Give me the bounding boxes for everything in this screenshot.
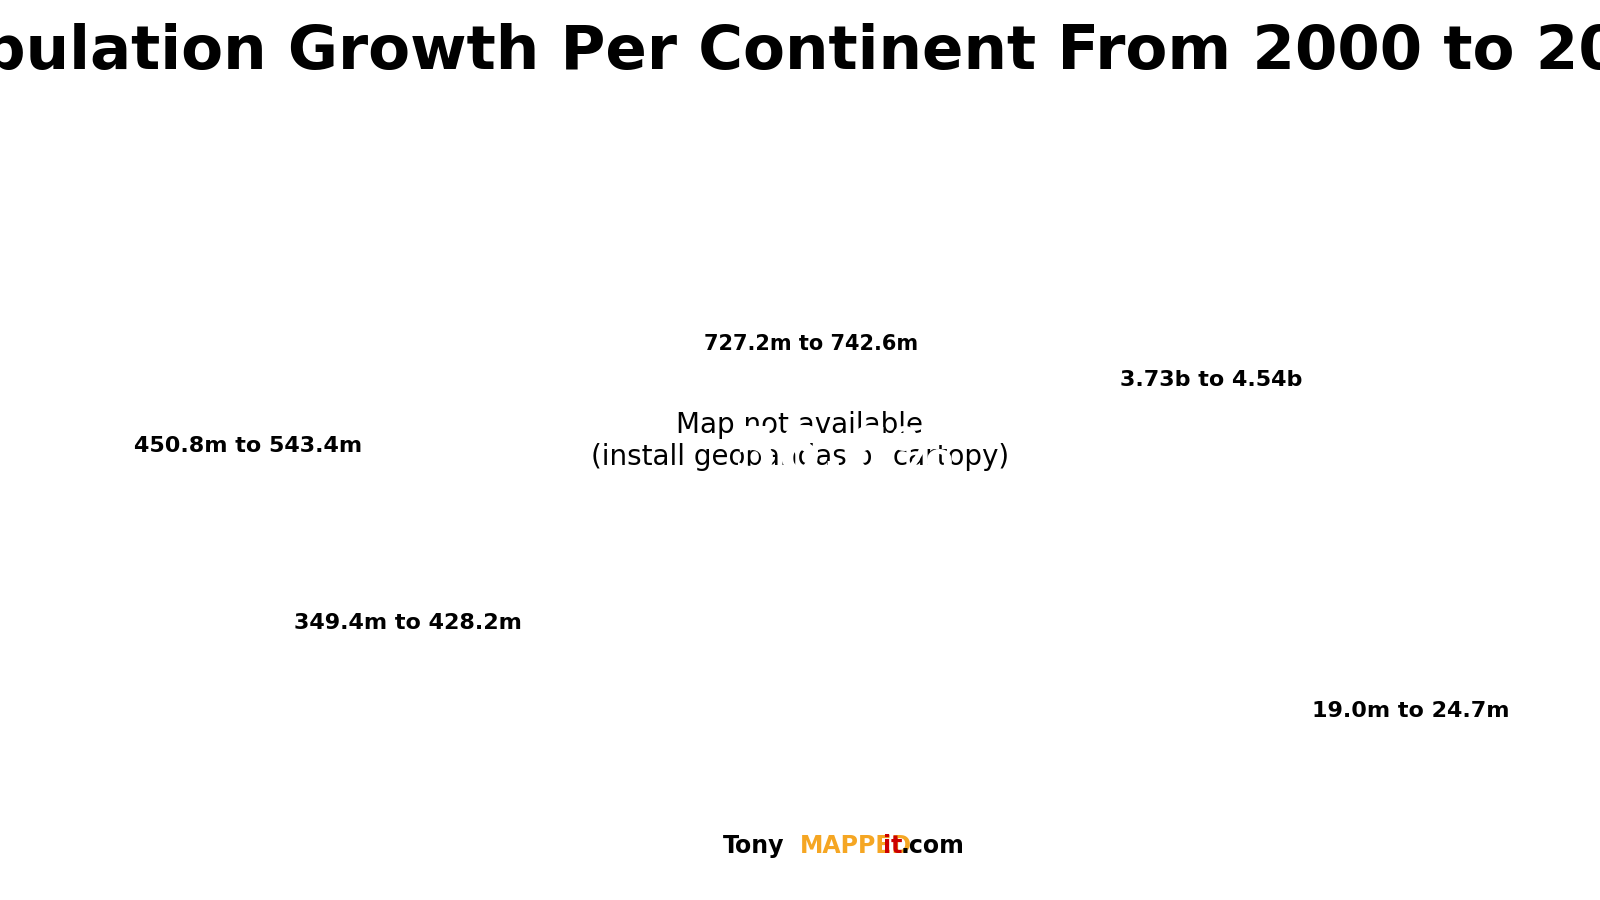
Text: 19.0m to 24.7m: 19.0m to 24.7m bbox=[1312, 701, 1510, 721]
Text: 2.1%: 2.1% bbox=[747, 279, 875, 324]
Text: 3.73b to 4.54b: 3.73b to 4.54b bbox=[1120, 370, 1302, 390]
Text: Map not available
(install geopandas or cartopy): Map not available (install geopandas or … bbox=[590, 410, 1010, 472]
Text: 450.8m to 543.4m: 450.8m to 543.4m bbox=[134, 436, 362, 455]
Text: 20.5%: 20.5% bbox=[157, 374, 339, 427]
Text: 817.5m to 1.28 b: 817.5m to 1.28 b bbox=[723, 490, 963, 513]
Text: 21.7%: 21.7% bbox=[1115, 310, 1307, 365]
Text: it: it bbox=[883, 834, 902, 858]
Text: 30%: 30% bbox=[1352, 646, 1470, 695]
Text: 56.6%: 56.6% bbox=[733, 424, 954, 485]
Text: 349.4m to 428.2m: 349.4m to 428.2m bbox=[294, 613, 522, 633]
Text: Tony: Tony bbox=[723, 834, 784, 858]
Text: Population Growth Per Continent From 2000 to 2018: Population Growth Per Continent From 200… bbox=[0, 22, 1600, 82]
Text: MAPPED: MAPPED bbox=[800, 834, 912, 858]
Text: 22.6%: 22.6% bbox=[322, 556, 494, 605]
Text: 727.2m to 742.6m: 727.2m to 742.6m bbox=[704, 334, 918, 354]
Text: .com: .com bbox=[901, 834, 965, 858]
